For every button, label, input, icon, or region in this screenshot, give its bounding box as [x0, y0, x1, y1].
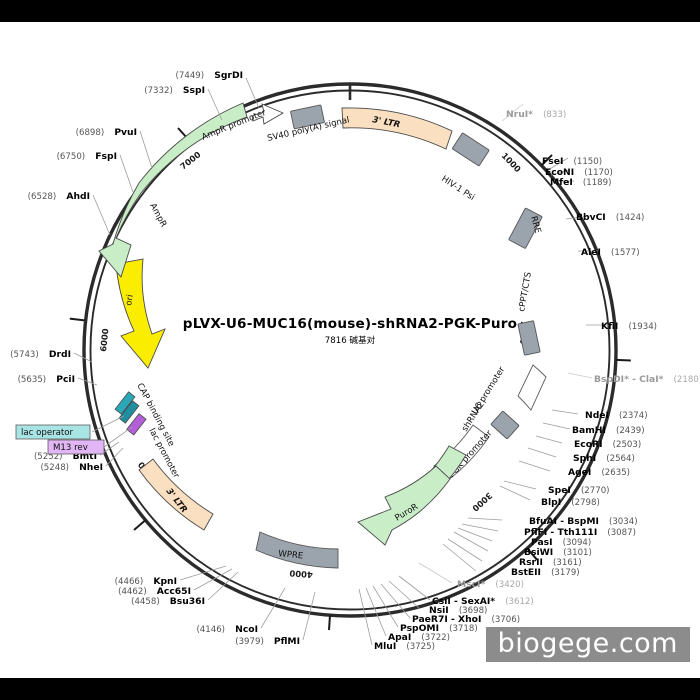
highlighted-feature-callouts: lac operator M13 rev: [15, 415, 133, 455]
feature-label-hiv1-psi: HIV-1 Psi: [439, 174, 476, 203]
site-label-bmti: (5252) BmtI: [34, 444, 97, 463]
site-label-nsii: NsiI (3698): [429, 598, 487, 617]
site-label-msci: MscI* (3420): [457, 572, 524, 591]
site-label-sspi: (7332) SspI: [144, 78, 205, 97]
site-label-kfli: KflI (1934): [601, 314, 657, 333]
feature-puror: PuroR: [357, 445, 467, 546]
site-label-mfei: MfeI (1189): [550, 170, 611, 189]
site-label-drdi: (5743) DrdI: [10, 342, 71, 361]
feature-label-cppt-cts: cPPT/CTS: [517, 271, 534, 312]
site-label-blpi: BlpI (2798): [541, 490, 600, 509]
site-label-pspomi: PspOMI (3718): [400, 616, 478, 635]
site-label-nrui: NruI* (833): [506, 102, 566, 121]
site-label-apai: ApaI (3722): [388, 625, 450, 644]
feature-label-rre: RRE: [528, 215, 542, 234]
feature-ori: ori: [115, 258, 166, 369]
site-label-mlui: MluI (3725): [374, 634, 435, 653]
site-label-ndei: NdeI (2374): [585, 403, 648, 422]
feature-label-wpre: WPRE: [278, 549, 304, 562]
site-label-bsu36i: (4458) Bsu36I: [131, 589, 205, 608]
ruler-label-4000: 4000: [289, 568, 313, 580]
lac-operator-highlight: [15, 424, 91, 440]
site-label-fspi: (6750) FspI: [57, 144, 117, 163]
site-label-pflfi-tth111i: PflFI - Tth111I (3087): [524, 520, 636, 539]
top-letterbox-bar: [0, 0, 700, 22]
site-label-nhei: (5248) NheI: [40, 455, 103, 474]
site-label-agei: AgeI (2635): [568, 460, 630, 479]
site-label-ncoi: (4146) NcoI: [196, 617, 258, 636]
site-label-sphi: SphI (2564): [573, 446, 635, 465]
site-label-ahdi: (6528) AhdI: [28, 184, 90, 203]
watermark: biogege.com: [485, 627, 690, 662]
site-label-alei: AleI (1577): [581, 240, 640, 259]
site-label-paer7i-xhoi: PaeR7I - XhoI (3706): [412, 607, 520, 626]
page-title: pLVX-U6-MUC16(mouse)-shRNA2-PGK-Puro: [183, 316, 517, 332]
site-label-pvui: (6898) PvuI: [76, 120, 137, 139]
enzyme-labels-left: (3979) PflMI (4146) NcoI (4458) Bsu36I (…: [10, 63, 316, 648]
m13-rev-highlight: [47, 439, 105, 455]
site-label-bbvci: BbvCI (1424): [576, 205, 644, 224]
feature-wpre: WPRE: [255, 531, 339, 569]
plasmid-size-label: 7816 碱基对: [325, 334, 376, 346]
feature-label-lac-operator: lac operator: [21, 428, 74, 438]
site-label-bstenii: BstEII (3179): [511, 560, 580, 579]
feature-rre: RRE: [508, 207, 543, 249]
site-label-acc65i: (4462) Acc65I: [118, 579, 191, 598]
site-label-bspdi-clai: BspDI* - ClaI* (2180): [594, 367, 700, 386]
feature-3-ltr-top: 3' LTR: [341, 107, 453, 150]
plasmid-backbone: [82, 82, 618, 618]
enzyme-labels-right: NruI* (833) FseI (1150) EcoNI (1170) Mfe…: [358, 102, 700, 653]
feature-label-m13-rev: M13 rev: [53, 443, 88, 453]
site-label-kpni: (4466) KpnI: [115, 569, 177, 588]
site-label-pflmi: (3979) PflMI: [235, 629, 300, 648]
site-label-ecori: EcoRI (2503): [574, 432, 641, 451]
site-label-csii-sexai: CsiI - SexAI* (3612): [432, 589, 534, 608]
site-label-pasi: PasI (3094): [531, 530, 591, 549]
feature-sv40-polya: SV40 poly(A) signal: [266, 104, 350, 144]
ruler-label-6000: 6000: [98, 328, 110, 352]
site-label-pcii: (5635) PciI: [18, 367, 75, 386]
site-label-spei: SpeI (2770): [548, 478, 610, 497]
feature-m13-rev: [126, 413, 147, 436]
site-label-fsei: FseI (1150): [542, 149, 602, 168]
ruler-label-3000: 3000: [470, 491, 494, 514]
feature-label-ampr: AmpR: [147, 202, 168, 229]
site-label-bfuai-bspmi: BfuAI - BspMI (3034): [529, 509, 638, 528]
feature-label-ori: ori: [124, 294, 136, 307]
site-label-econi: EcoNI (1170): [545, 160, 613, 179]
site-label-rsrii: RsrII (3161): [519, 550, 582, 569]
site-label-bsiwi: BsiWI (3101): [524, 540, 592, 559]
site-label-bamhi: BamHI (2439): [572, 418, 645, 437]
site-label-sgrdi: (7449) SgrDI: [176, 63, 243, 82]
bottom-letterbox-bar: [0, 678, 700, 700]
